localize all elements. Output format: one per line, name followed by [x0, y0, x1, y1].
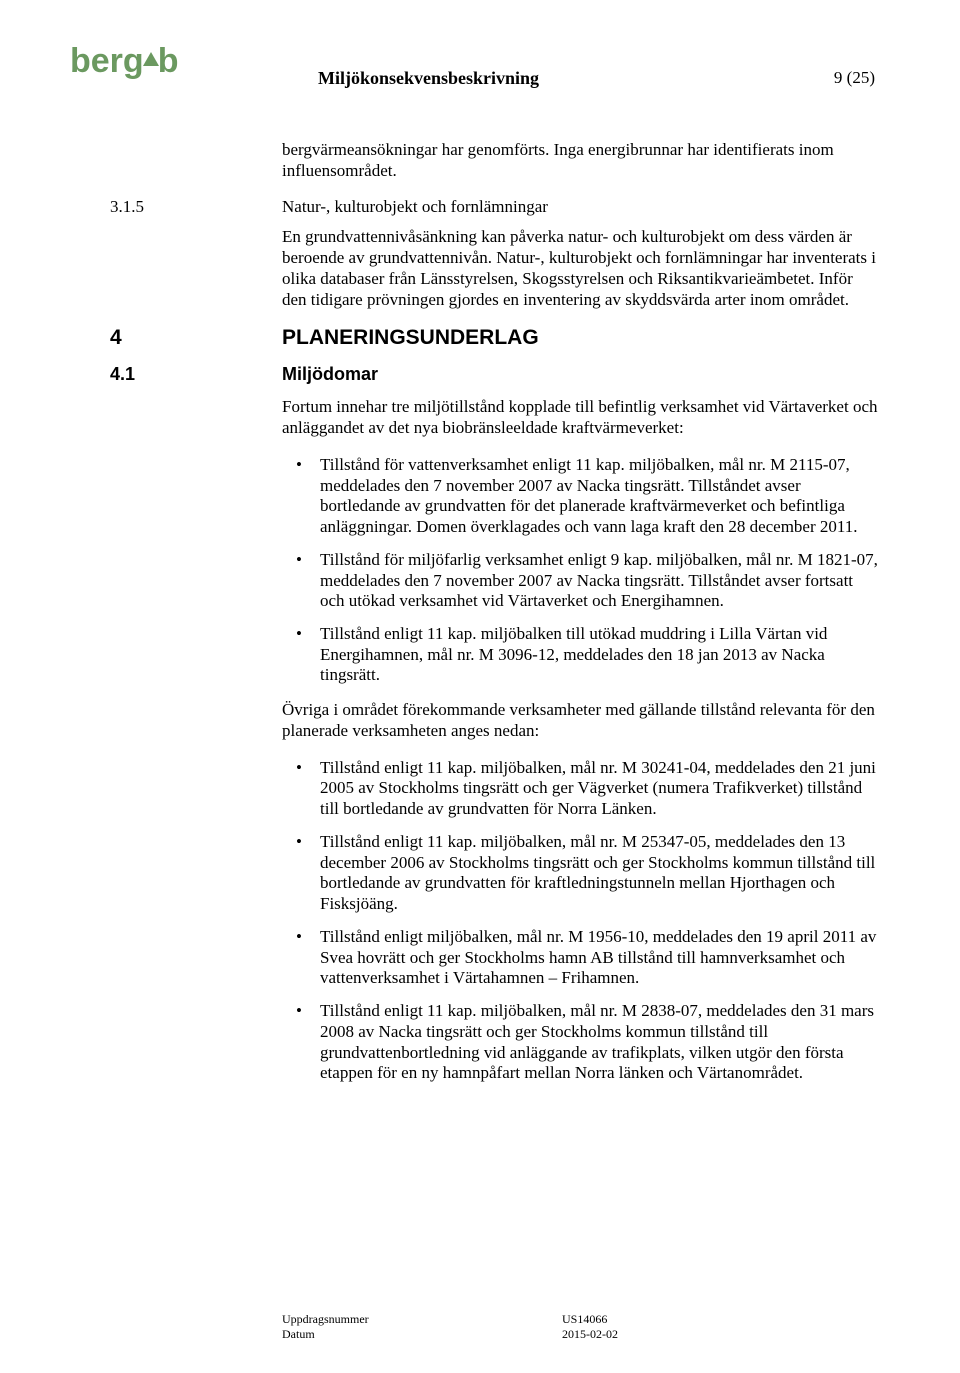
footer-value-uppdrag: US14066: [562, 1312, 618, 1328]
section-4-heading: 4 PLANERINGSUNDERLAG: [110, 326, 880, 350]
logo-triangle-icon: [143, 52, 159, 66]
intro-paragraph: bergvärmeansökningar har genomförts. Ing…: [282, 140, 880, 181]
section-title: Natur-, kulturobjekt och fornlämningar: [282, 197, 548, 217]
logo-text-post: b: [158, 42, 179, 81]
list-item: Tillstånd enligt 11 kap. miljöbalken, må…: [282, 1001, 880, 1084]
section-number: 4.1: [110, 364, 282, 385]
logo: bergb: [70, 42, 178, 81]
permit-list-1: Tillstånd för vattenverksamhet enligt 11…: [282, 455, 880, 686]
footer-label-uppdrag: Uppdragsnummer: [282, 1312, 562, 1328]
section-3-1-5-body: En grundvattennivåsänkning kan påverka n…: [282, 227, 880, 310]
section-title: PLANERINGSUNDERLAG: [282, 326, 539, 350]
footer-labels: Uppdragsnummer Datum: [282, 1312, 562, 1343]
section-number: 4: [110, 326, 282, 350]
list-item: Tillstånd enligt 11 kap. miljöbalken til…: [282, 624, 880, 686]
list-item: Tillstånd för vattenverksamhet enligt 11…: [282, 455, 880, 538]
list-item: Tillstånd enligt 11 kap. miljöbalken, må…: [282, 758, 880, 820]
list-item: Tillstånd enligt 11 kap. miljöbalken, må…: [282, 832, 880, 915]
section-3-1-5-heading: 3.1.5 Natur-, kulturobjekt och fornlämni…: [110, 197, 880, 217]
footer-label-datum: Datum: [282, 1327, 562, 1343]
list-item: Tillstånd enligt miljöbalken, mål nr. M …: [282, 927, 880, 989]
section-number: 3.1.5: [110, 197, 282, 217]
footer-values: US14066 2015-02-02: [562, 1312, 618, 1343]
page-content: bergvärmeansökningar har genomförts. Ing…: [110, 140, 880, 1098]
section-title: Miljödomar: [282, 364, 378, 385]
list-item: Tillstånd för miljöfarlig verksamhet enl…: [282, 550, 880, 612]
permit-list-2: Tillstånd enligt 11 kap. miljöbalken, må…: [282, 758, 880, 1084]
page-number: 9 (25): [834, 68, 875, 88]
section-4-1-intro: Fortum innehar tre miljötillstånd koppla…: [282, 397, 880, 438]
header-title: Miljökonsekvensbeskrivning: [318, 68, 539, 89]
logo-text: bergb: [70, 42, 178, 81]
logo-text-pre: berg: [70, 42, 144, 81]
section-4-1-heading: 4.1 Miljödomar: [110, 364, 880, 385]
footer-value-datum: 2015-02-02: [562, 1327, 618, 1343]
section-4-1-mid: Övriga i området förekommande verksamhet…: [282, 700, 880, 741]
footer: Uppdragsnummer Datum US14066 2015-02-02: [282, 1312, 618, 1343]
